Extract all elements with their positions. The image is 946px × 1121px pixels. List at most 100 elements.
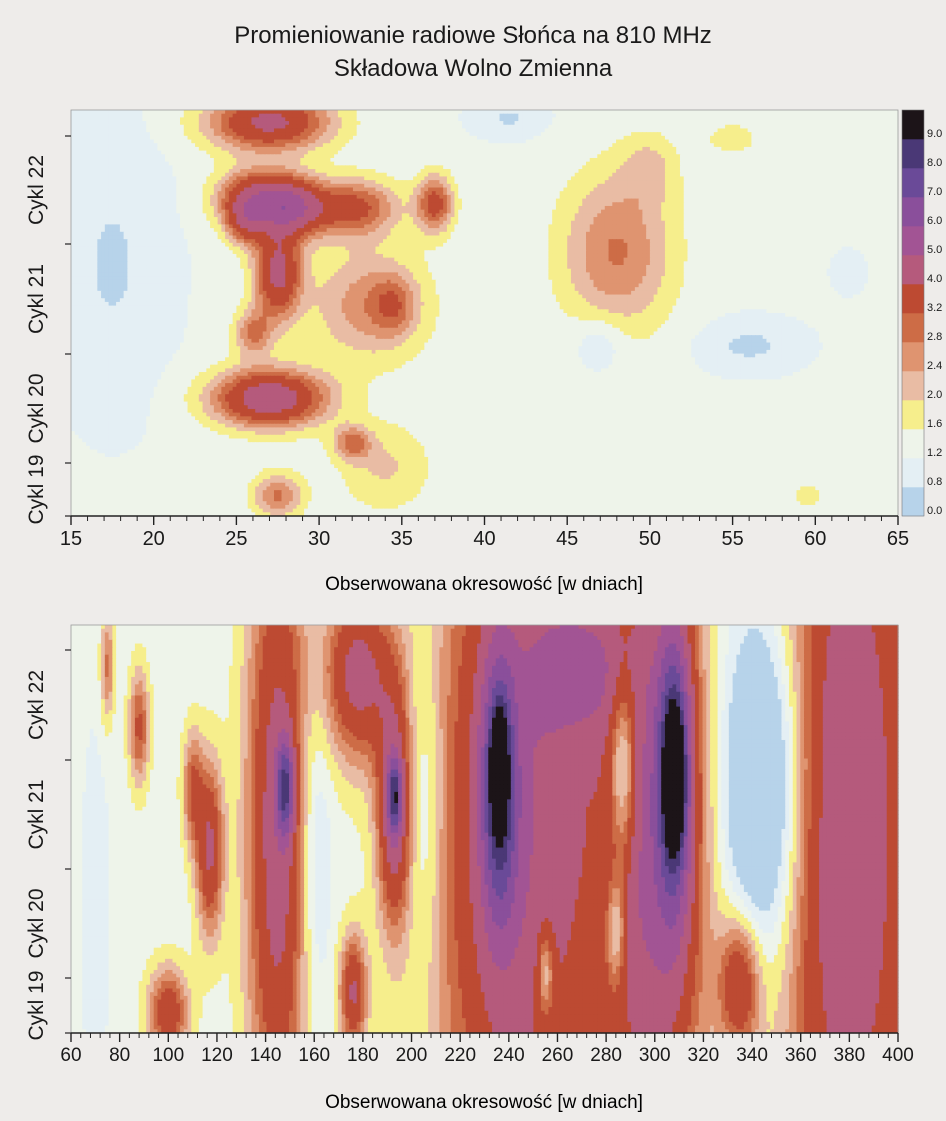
heatmap-cell	[837, 187, 843, 192]
heatmap-cell	[743, 143, 749, 148]
heatmap-cell	[157, 157, 162, 163]
heatmap-cell	[849, 176, 854, 181]
heatmap-cell	[555, 183, 561, 189]
heatmap-cell	[198, 121, 204, 126]
heatmap-cell	[341, 161, 347, 166]
heatmap-cell	[710, 139, 715, 144]
heatmap-cell	[206, 146, 211, 152]
heatmap-cell	[593, 191, 598, 196]
heatmap-cell	[664, 121, 670, 126]
heatmap-cell	[319, 146, 324, 152]
heatmap-cell	[210, 143, 215, 148]
heatmap-cell	[153, 143, 159, 148]
heatmap-cell	[319, 191, 324, 196]
heatmap-cell	[413, 154, 418, 159]
heatmap-cell	[371, 135, 377, 141]
heatmap-cell	[146, 154, 151, 159]
heatmap-cell	[612, 146, 617, 152]
heatmap-cell	[409, 121, 414, 126]
heatmap-cell	[664, 165, 670, 170]
heatmap-cell	[270, 139, 275, 144]
heatmap-cell	[732, 154, 737, 159]
heatmap-cell	[401, 191, 407, 196]
heatmap-cell	[717, 113, 722, 118]
heatmap-cell	[807, 157, 813, 163]
heatmap-cell	[533, 132, 538, 137]
heatmap-cell	[484, 132, 489, 137]
heatmap-cell	[623, 132, 628, 137]
heatmap-cell	[180, 187, 185, 192]
heatmap-cell	[792, 146, 798, 152]
heatmap-cell	[860, 113, 865, 118]
heatmap-cell	[420, 169, 425, 174]
heatmap-cell	[431, 180, 437, 185]
heatmap-cell	[217, 146, 222, 152]
heatmap-cell	[304, 139, 309, 144]
heatmap-cell	[330, 117, 335, 122]
heatmap-cell	[488, 180, 493, 185]
heatmap-cell	[796, 161, 801, 166]
heatmap-cell	[206, 121, 211, 126]
heatmap-cell	[176, 117, 181, 122]
heatmap-cell	[751, 139, 756, 144]
heatmap-cell	[262, 176, 268, 181]
heatmap-cell	[852, 121, 858, 126]
heatmap-cell	[488, 117, 493, 122]
heatmap-cell	[886, 132, 892, 137]
heatmap-cell	[360, 187, 365, 192]
heatmap-cell	[762, 128, 768, 133]
heatmap-cell	[341, 165, 347, 170]
heatmap-cell	[153, 146, 159, 152]
heatmap-cell	[337, 176, 343, 181]
heatmap-cell	[82, 139, 87, 144]
heatmap-cell	[548, 176, 553, 181]
heatmap-cell	[736, 113, 741, 118]
heatmap-cell	[788, 110, 794, 115]
heatmap-cell	[574, 132, 580, 137]
heatmap-cell	[255, 172, 260, 178]
heatmap-cell	[292, 154, 298, 159]
heatmap-cell	[469, 117, 474, 122]
heatmap-cell	[698, 187, 704, 192]
heatmap-cell	[116, 183, 121, 189]
heatmap-cell	[386, 183, 392, 189]
heatmap-cell	[443, 132, 448, 137]
heatmap-cell	[71, 187, 76, 192]
heatmap-cell	[796, 157, 801, 163]
heatmap-cell	[86, 124, 91, 130]
heatmap-cell	[435, 124, 440, 130]
heatmap-cell	[480, 157, 486, 163]
heatmap-cell	[834, 169, 839, 174]
heatmap-cell	[706, 124, 711, 130]
heatmap-cell	[661, 139, 666, 144]
heatmap-cell	[740, 176, 745, 181]
heatmap-cell	[285, 183, 290, 189]
heatmap-cell	[225, 146, 230, 152]
heatmap-cell	[492, 187, 497, 192]
heatmap-cell	[131, 146, 136, 152]
heatmap-cell	[123, 132, 128, 137]
heatmap-cell	[304, 157, 309, 163]
heatmap-cell	[691, 172, 696, 178]
heatmap-cell	[168, 146, 174, 152]
heatmap-cell	[202, 121, 207, 126]
heatmap-cell	[461, 150, 467, 155]
heatmap-cell	[473, 132, 478, 137]
heatmap-cell	[886, 180, 892, 185]
heatmap-cell	[247, 132, 253, 137]
heatmap-cell	[243, 169, 249, 174]
heatmap-cell	[623, 121, 628, 126]
heatmap-cell	[409, 139, 414, 144]
heatmap-cell	[367, 150, 373, 155]
heatmap-cell	[210, 154, 215, 159]
heatmap-cell	[127, 150, 132, 155]
heatmap-cell	[751, 132, 756, 137]
heatmap-cell	[255, 150, 260, 155]
heatmap-cell	[664, 143, 670, 148]
heatmap-cell	[758, 176, 764, 181]
heatmap-cell	[78, 154, 83, 159]
heatmap-cell	[691, 180, 696, 185]
heatmap-cell	[134, 139, 140, 144]
heatmap-cell	[258, 157, 264, 163]
heatmap-cell	[465, 143, 471, 148]
